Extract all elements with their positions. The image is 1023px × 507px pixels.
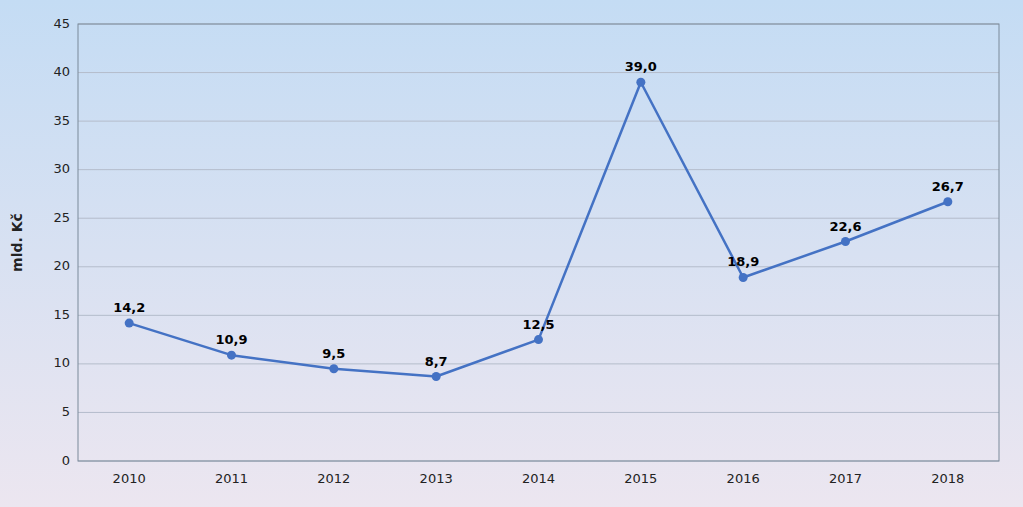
page: {"chart_data": {"type": "line", "y_label… [0, 0, 1023, 507]
x-tick-label: 2015 [624, 471, 657, 486]
chart-container: 0510152025303540452010201120122013201420… [0, 0, 1023, 507]
x-tick-label: 2013 [420, 471, 453, 486]
y-tick-label: 25 [53, 210, 70, 225]
grid-line [78, 121, 999, 122]
y-tick-label: 35 [53, 113, 70, 128]
data-label: 26,7 [932, 179, 964, 194]
data-label: 9,5 [322, 346, 345, 361]
chart-svg: 0510152025303540452010201120122013201420… [0, 0, 1023, 507]
point-marker [943, 197, 952, 206]
x-tick-label: 2017 [829, 471, 862, 486]
point-marker [329, 364, 338, 373]
point-marker [841, 237, 850, 246]
y-tick-label: 40 [53, 64, 70, 79]
data-label: 22,6 [829, 219, 861, 234]
data-label: 10,9 [215, 332, 247, 347]
background [0, 0, 1023, 507]
point-marker [125, 319, 134, 328]
grid-line [78, 266, 999, 267]
y-tick-label: 15 [53, 307, 70, 322]
series-line [129, 82, 948, 376]
point-marker [227, 351, 236, 360]
data-label: 18,9 [727, 254, 759, 269]
point-marker [636, 78, 645, 87]
y-axis-label: mld. Kč [9, 213, 25, 272]
data-label: 8,7 [425, 354, 448, 369]
x-tick-label: 2014 [522, 471, 555, 486]
data-label: 14,2 [113, 300, 145, 315]
grid-line [78, 72, 999, 73]
y-tick-label: 45 [53, 16, 70, 31]
grid-line [78, 169, 999, 170]
plot-frame [78, 24, 999, 461]
x-tick-label: 2010 [113, 471, 146, 486]
y-tick-label: 10 [53, 355, 70, 370]
x-ticks: 2010 2011 2012 2013 2014 2015 2016 2017 2018 [113, 471, 965, 486]
y-tick-label: 0 [62, 453, 70, 468]
series [125, 78, 953, 381]
x-tick-label: 2012 [317, 471, 350, 486]
point-marker [534, 335, 543, 344]
point-marker [432, 372, 441, 381]
grid-line [78, 412, 999, 413]
x-tick-label: 2016 [727, 471, 760, 486]
y-grid [78, 24, 999, 461]
y-tick-label: 5 [62, 404, 70, 419]
data-label: 12,5 [522, 317, 554, 332]
y-tick-label: 20 [53, 258, 70, 273]
x-tick-label: 2018 [931, 471, 964, 486]
grid-line [78, 363, 999, 364]
y-ticks: 0 5 10 15 20 25 30 35 40 45 [53, 16, 70, 468]
y-tick-label: 30 [53, 161, 70, 176]
data-label: 39,0 [625, 59, 657, 74]
point-marker [739, 273, 748, 282]
data-labels: 14,2 10,9 9,5 8,7 12,5 39,0 18,9 22,6 26,7 [113, 59, 964, 368]
x-tick-label: 2011 [215, 471, 248, 486]
